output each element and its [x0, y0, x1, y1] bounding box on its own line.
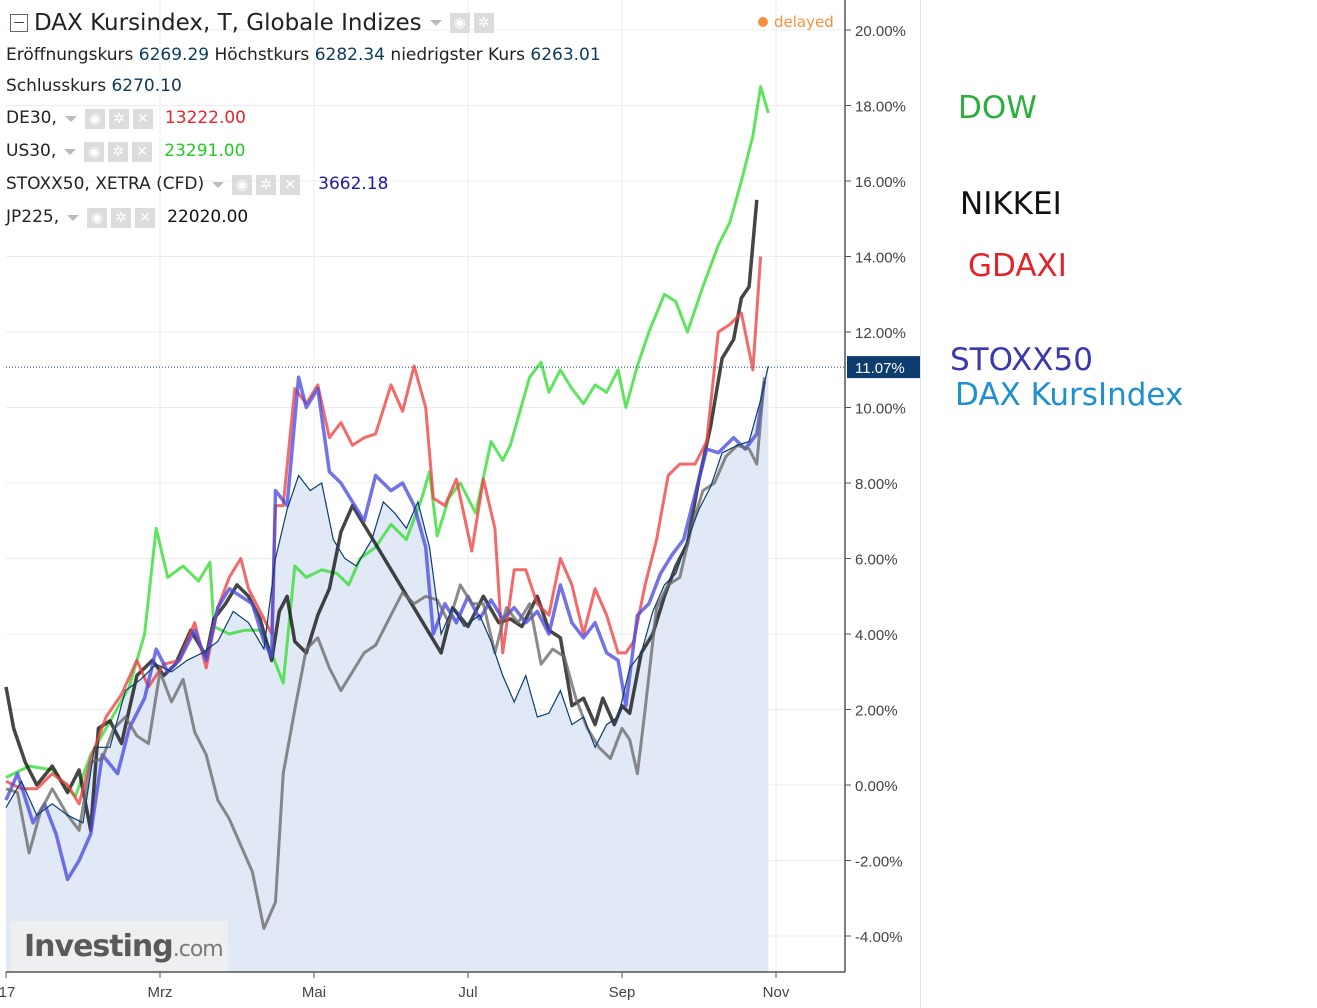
symbol-value: 13222.00 [164, 108, 246, 128]
gear-icon[interactable]: ✲ [108, 108, 129, 129]
gear-icon[interactable]: ✲ [473, 13, 494, 33]
gear-icon[interactable]: ✲ [111, 207, 132, 228]
y-tick-label: 4.00% [855, 627, 898, 644]
y-tick-label: 8.00% [855, 476, 898, 493]
y-tick-label: -4.00% [855, 929, 903, 946]
eye-icon[interactable]: ◉ [87, 207, 108, 228]
annotation-gdaxi: GDAXI [968, 248, 1067, 284]
eye-icon[interactable]: ◉ [449, 13, 470, 33]
annotation-stoxx50: STOXX50 [950, 342, 1093, 378]
symbol-row-de30[interactable]: DE30, ◉ ✲ ✕ 13222.00 [6, 102, 606, 135]
low-label: niedrigster Kurs [390, 45, 525, 65]
symbol-name: STOXX50, XETRA (CFD) [6, 174, 205, 194]
annotation-dax-kursindex: DAX KursIndex [955, 377, 1184, 413]
chart-panel: 20.00% 18.00% 16.00% 14.00% 12.00% 10.00% 8.00… [0, 0, 921, 1008]
x-tick-label: Mai [302, 984, 326, 1001]
chevron-down-icon[interactable] [429, 20, 442, 26]
close-icon[interactable]: ✕ [135, 207, 156, 228]
y-tick-label: 2.00% [855, 703, 898, 720]
y-tick-label: 6.00% [855, 552, 898, 569]
low-value: 6263.01 [530, 45, 601, 65]
status-dot-icon [758, 17, 768, 27]
price-chart[interactable]: 20.00% 18.00% 16.00% 14.00% 12.00% 10.00% 8.00… [0, 0, 920, 1008]
x-tick-label: Jul [458, 984, 477, 1001]
symbol-name: JP225, [6, 207, 60, 227]
x-tick-label: Nov [763, 984, 790, 1001]
symbol-row-us30[interactable]: US30, ◉ ✲ ✕ 23291.00 [6, 135, 606, 168]
symbol-name: DE30, [6, 108, 57, 128]
symbol-row-stoxx50[interactable]: STOXX50, XETRA (CFD) ◉ ✲ ✕ 3662.18 [6, 168, 606, 201]
chart-title: DAX Kursindex, T, Globale Indizes [34, 10, 422, 36]
gear-icon[interactable]: ✲ [108, 141, 129, 162]
area-fill [6, 365, 769, 973]
price-label-box [847, 356, 920, 379]
symbol-value: 3662.18 [318, 174, 389, 194]
gear-icon[interactable]: ✲ [256, 174, 277, 195]
logo-brand-text: Investing [24, 929, 174, 964]
investing-logo: Investing.com [10, 921, 228, 971]
annotation-nikkei: NIKKEI [960, 186, 1062, 222]
close-value: 6270.10 [111, 76, 182, 96]
y-tick-label: -2.00% [855, 854, 903, 871]
series-line-dax-kursindex [5, 377, 766, 930]
collapse-icon[interactable] [10, 14, 28, 32]
chevron-down-icon[interactable] [67, 214, 80, 221]
symbol-name: US30, [6, 141, 57, 161]
chart-title-row: DAX Kursindex, T, Globale Indizes ◉ ✲ [6, 6, 606, 40]
x-tick-label: 2017 [0, 984, 15, 1001]
close-icon[interactable]: ✕ [132, 108, 153, 129]
ohlc-row: Eröffnungskurs 6269.29 Höchstkurs 6282.3… [6, 40, 606, 71]
y-tick-label: 18.00% [855, 99, 906, 116]
eye-icon[interactable]: ◉ [232, 174, 253, 195]
y-tick-label: 0.00% [855, 778, 898, 795]
y-tick-label: 20.00% [855, 23, 906, 40]
eye-icon[interactable]: ◉ [84, 141, 105, 162]
close-icon[interactable]: ✕ [132, 141, 153, 162]
series-line-stoxx50 [4, 375, 767, 882]
x-tick-label: Mrz [148, 984, 173, 1001]
chart-legend: DAX Kursindex, T, Globale Indizes ◉ ✲ Er… [6, 6, 606, 234]
series-line-us30 [5, 85, 770, 798]
y-tick-label: 14.00% [855, 250, 906, 267]
chevron-down-icon[interactable] [64, 115, 77, 122]
delayed-badge: delayed [758, 13, 834, 31]
high-value: 6282.34 [314, 45, 386, 65]
delayed-label: delayed [774, 13, 834, 31]
chevron-down-icon[interactable] [64, 148, 77, 155]
logo-domain: .com [172, 937, 224, 962]
close-label: Schlusskurs [6, 76, 107, 96]
y-tick-label: 16.00% [855, 174, 906, 191]
x-tick-label: Sep [609, 984, 636, 1001]
open-label: Eröffnungskurs [6, 45, 134, 65]
logo-brand: Investing.com [24, 929, 224, 964]
eye-icon[interactable]: ◉ [84, 108, 105, 129]
symbol-row-jp225[interactable]: JP225, ◉ ✲ ✕ 22020.00 [6, 201, 606, 234]
close-icon[interactable]: ✕ [280, 174, 301, 195]
price-label: 11.07% [855, 360, 905, 377]
annotation-dow: DOW [958, 90, 1037, 126]
area-line [5, 365, 769, 824]
chevron-down-icon[interactable] [212, 181, 225, 188]
y-tick-label: 10.00% [855, 401, 906, 418]
symbol-value: 22020.00 [167, 207, 249, 227]
open-value: 6269.29 [138, 45, 210, 65]
high-label: Höchstkurs [214, 45, 310, 65]
symbol-value: 23291.00 [164, 141, 246, 161]
y-tick-label: 12.00% [855, 325, 906, 342]
close-row: Schlusskurs 6270.10 [6, 71, 606, 102]
